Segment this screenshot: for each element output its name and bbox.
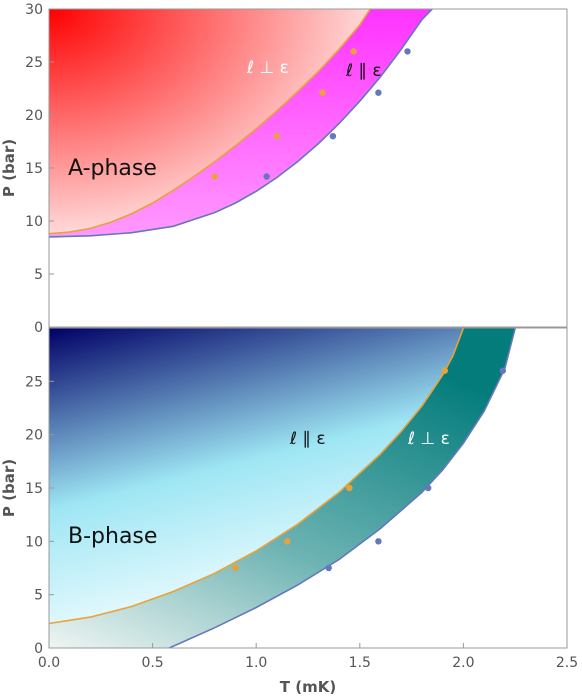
a-phase-blue-curve: [49, 9, 433, 238]
y-tick-label: 25: [25, 55, 43, 71]
b-phase-region: [49, 328, 464, 624]
a-phase-orange-curve: [49, 9, 371, 235]
x-tick-label: 1.0: [245, 655, 267, 671]
data-point: [211, 173, 218, 180]
a-par-annotation: ℓ ∥ ε: [345, 61, 382, 81]
a-perp-annotation: ℓ ⊥ ε: [246, 58, 289, 78]
data-point: [350, 48, 357, 55]
y-tick-label: 25: [25, 374, 43, 390]
a-phase-label: A-phase: [68, 156, 157, 181]
data-point: [375, 89, 382, 96]
y-tick-label: 10: [25, 534, 43, 550]
data-point: [325, 564, 332, 572]
b-phase-orange-curve: [49, 328, 465, 625]
data-point: [232, 564, 239, 572]
data-point: [263, 173, 270, 180]
b-ylabel: P (bar): [0, 459, 18, 517]
x-tick-label: 2.5: [556, 655, 578, 671]
data-point: [273, 133, 281, 140]
b-phase-label: B-phase: [68, 524, 157, 549]
data-point: [284, 538, 291, 545]
a-ylabel: P (bar): [0, 139, 18, 197]
data-point: [441, 367, 448, 374]
x-tick-label: 0.5: [141, 655, 163, 671]
y-tick-label: 5: [34, 588, 43, 604]
x-axis-title: T (mK): [280, 678, 336, 696]
x-tick-label: 1.5: [349, 655, 371, 671]
y-tick-label: 0: [34, 320, 43, 336]
b-phase-blue-curve: [168, 328, 516, 648]
x-tick-label: 2.0: [452, 655, 474, 671]
data-point: [319, 89, 326, 96]
y-tick-label: 0: [34, 641, 43, 657]
a-phase-magenta-region: [49, 9, 433, 237]
y-tick-label: 15: [25, 481, 43, 497]
a-phase-panel: 0 5 10 15 20 25 30 A-phase ℓ ⊥ ε ℓ ∥ ε P (bar): [0, 2, 568, 336]
data-point: [404, 48, 411, 55]
data-point: [425, 484, 432, 492]
y-tick-label: 10: [25, 214, 43, 230]
data-point: [346, 484, 353, 492]
a-phase-region: [49, 9, 371, 234]
data-point: [375, 538, 382, 545]
y-tick-label: 5: [34, 267, 43, 283]
y-tick-label: 30: [25, 2, 43, 18]
b-perp-annotation: ℓ ⊥ ε: [407, 429, 450, 449]
y-tick-label: 20: [25, 108, 43, 124]
y-tick-label: 20: [25, 428, 43, 444]
data-point: [329, 133, 337, 140]
data-point: [499, 367, 506, 374]
b-par-annotation: ℓ ∥ ε: [289, 429, 326, 449]
x-tick-label: 0.0: [38, 655, 60, 671]
b-phase-panel: 0 5 10 15 20 25 0.0 0.5 1.0 1.5 2.0 2.5 B-phase ℓ ∥…: [0, 327, 578, 696]
y-tick-label: 15: [25, 161, 43, 177]
